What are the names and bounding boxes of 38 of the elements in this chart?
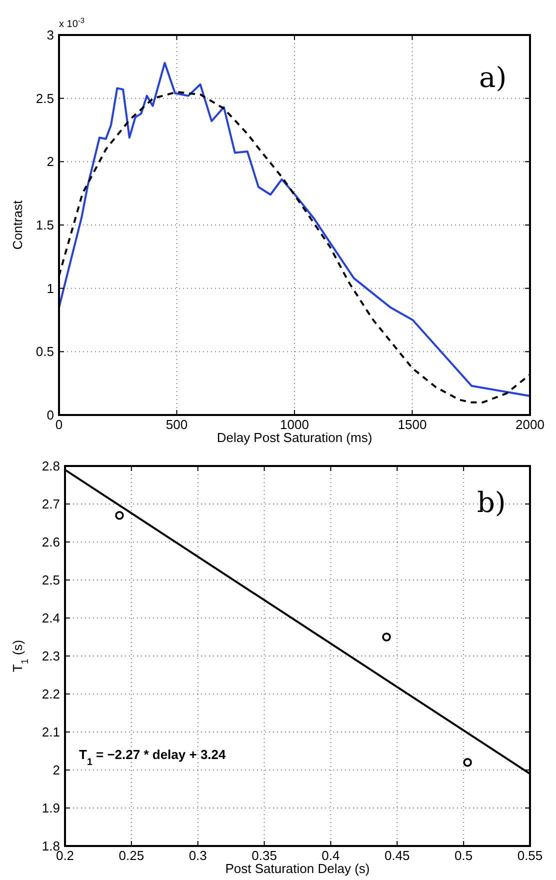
y-tick-label: 3 (46, 28, 54, 42)
point (382, 632, 391, 642)
y-tick-label: 1.9 (42, 800, 60, 816)
y-tick-label: 2.5 (42, 572, 60, 588)
annotation: a) (479, 61, 507, 94)
x-tick-label: 0.45 (384, 848, 410, 863)
y-tick-label: 1 (46, 280, 54, 296)
y-tick-label: 0 (46, 408, 54, 422)
y-tick-label: 2.7 (42, 496, 60, 512)
text: x 10$^{-3}$ (59, 16, 85, 30)
point (463, 758, 472, 767)
point (115, 511, 124, 520)
y-tick-label: 2.8 (42, 458, 60, 474)
x-tick-label: 0.25 (118, 848, 144, 863)
y-tick-label: 2 (52, 762, 60, 778)
x-axis-title: Delay Post Saturation (ms) (216, 430, 372, 445)
x-tick-label: 0.4 (322, 848, 340, 863)
x-tick-label: 2000 (516, 417, 544, 432)
x-tick-label: 0.3 (188, 848, 207, 863)
annotation: T$_{1}$ = −2.27 * delay + 3.24 (79, 747, 227, 768)
y-tick-label: 2.6 (42, 534, 60, 550)
y-tick-label: 0.5 (36, 344, 54, 360)
y-tick-label: 2 (46, 154, 54, 170)
y-tick-label: 2.5 (36, 90, 54, 106)
annotation: b) (477, 486, 506, 519)
y-tick-label: 2.4 (42, 610, 60, 626)
y-axis-title: Contrast (10, 200, 25, 250)
x-tick-label: 0.5 (454, 848, 473, 863)
y-tick-label: 2.3 (42, 648, 60, 664)
x-tick-label: 500 (166, 417, 188, 432)
y-tick-label: 2.1 (42, 724, 60, 740)
x-tick-label: 0.55 (517, 848, 543, 863)
y-tick-label: 1.5 (36, 218, 54, 232)
x-tick-label: 0.35 (252, 848, 277, 863)
x-tick-label: 1000 (280, 417, 309, 432)
x-tick-label: 1500 (398, 417, 427, 432)
x-axis-title: Post Saturation Delay (s) (225, 861, 370, 876)
y-tick-label: 2.2 (42, 686, 60, 702)
